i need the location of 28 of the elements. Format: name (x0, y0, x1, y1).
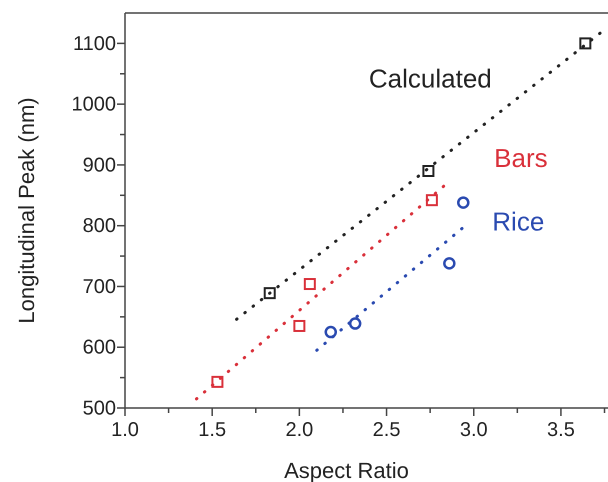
point (422, 165, 434, 177)
y-tick-label: 800 (82, 215, 116, 238)
y-tick-label: 600 (82, 336, 116, 359)
y-tick-label: 700 (82, 276, 116, 298)
x-tick-label: 1.0 (111, 419, 139, 441)
text: Bars (494, 143, 548, 174)
point (457, 196, 470, 209)
y-tick-label: 500 (82, 397, 116, 420)
text: Calculated (368, 63, 492, 94)
y-axis-title: Longitudinal Peak (nm) (14, 97, 39, 324)
point (211, 376, 224, 388)
point (293, 320, 306, 332)
point (324, 326, 338, 338)
y-tick-label: 1000 (72, 94, 116, 116)
x-tick-label: 2.0 (285, 419, 314, 441)
point (426, 194, 438, 206)
y-tick-label: 900 (82, 154, 116, 176)
x-tick-label: 3.5 (547, 419, 575, 441)
point (304, 278, 316, 290)
point (579, 37, 592, 50)
y-tick-label: 1100 (72, 32, 116, 55)
series-label: Rice (492, 206, 544, 236)
point (348, 317, 362, 330)
point (443, 257, 456, 270)
x-tick-label: 3.0 (460, 419, 488, 441)
point (264, 287, 276, 300)
x-tick-label: 1.5 (198, 419, 226, 441)
x-tick-label: 2.5 (372, 419, 400, 441)
